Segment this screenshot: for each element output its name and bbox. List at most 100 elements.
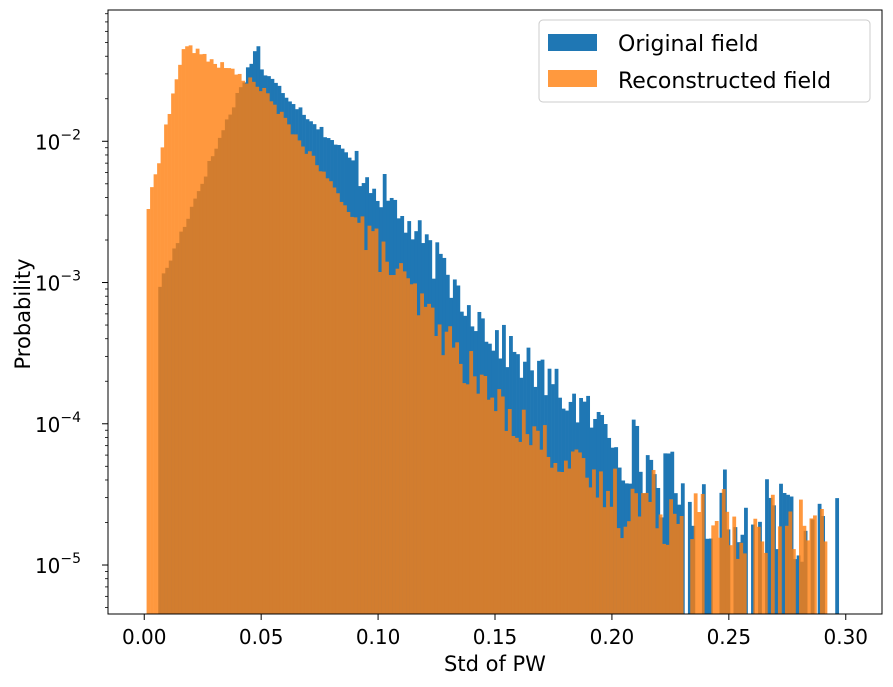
bar (241, 80, 246, 614)
bar (279, 111, 284, 614)
bar (756, 526, 761, 614)
bar (721, 489, 726, 614)
bar (663, 453, 668, 614)
bar (760, 541, 765, 614)
bar (399, 263, 403, 614)
legend-label-reconstructed-field: Reconstructed field (618, 69, 831, 94)
bar (697, 512, 702, 614)
bar (472, 376, 477, 614)
bar (367, 225, 372, 614)
bar (782, 492, 787, 614)
bar (714, 520, 719, 614)
bar (711, 525, 716, 614)
bar (479, 374, 484, 614)
bar (174, 79, 179, 615)
bar (223, 68, 228, 614)
bar (406, 278, 410, 614)
bar (269, 101, 274, 615)
bar (441, 355, 446, 614)
bar (634, 493, 638, 614)
bar (655, 528, 659, 614)
bar (518, 441, 523, 614)
bar (775, 549, 780, 614)
bar (476, 393, 481, 614)
bar (753, 518, 758, 614)
bar (662, 543, 666, 614)
bar (248, 77, 253, 615)
bar (665, 544, 670, 614)
bar (581, 458, 586, 614)
bar (195, 48, 200, 615)
bar (806, 540, 810, 614)
bar (809, 518, 814, 614)
bar (725, 511, 730, 614)
legend-swatch-original-field (548, 34, 597, 51)
bar (613, 468, 617, 614)
bar (150, 187, 154, 614)
bar (627, 521, 631, 614)
bar (788, 511, 793, 614)
bar (595, 497, 600, 614)
bar (304, 153, 309, 614)
bar (556, 471, 561, 614)
bar (392, 275, 396, 614)
bar (549, 467, 554, 614)
bar (563, 460, 568, 614)
bar (385, 261, 389, 614)
bar (742, 553, 747, 614)
x-tick-label: 0.00 (122, 625, 167, 649)
bar (630, 488, 635, 614)
bar (768, 497, 773, 614)
bar (497, 389, 502, 614)
bar (437, 324, 442, 614)
bar (739, 542, 744, 614)
bar (444, 331, 449, 614)
bar (192, 53, 196, 614)
bar (770, 494, 775, 614)
bar (307, 151, 312, 615)
bar (332, 187, 337, 614)
bar (353, 217, 358, 614)
bar (784, 525, 789, 614)
bar (507, 409, 512, 614)
bar (388, 275, 393, 614)
bar (234, 74, 239, 614)
bar (311, 155, 316, 614)
bar (679, 516, 684, 614)
bar (328, 181, 333, 614)
x-axis-label: Std of PW (444, 652, 546, 676)
bar (251, 81, 256, 615)
bar (185, 46, 189, 614)
bar (700, 493, 705, 614)
bar (188, 45, 193, 615)
bar (658, 514, 663, 614)
bar (539, 449, 544, 614)
bar (153, 174, 158, 615)
bar (553, 463, 558, 614)
bar (286, 124, 291, 614)
bar (199, 54, 204, 614)
bar (802, 525, 807, 614)
legend: Original field Reconstructed field (538, 19, 871, 103)
x-tick-label: 0.10 (356, 625, 401, 649)
bar (690, 539, 695, 614)
bar (213, 63, 218, 614)
bar (314, 165, 319, 614)
bar (462, 383, 467, 614)
bar (567, 468, 572, 614)
bar (606, 490, 610, 614)
bar (427, 303, 431, 614)
bar (290, 134, 295, 614)
x-tick-label: 0.05 (239, 625, 284, 649)
bar (350, 216, 354, 614)
bar (708, 538, 713, 614)
bar (420, 293, 424, 614)
bar (791, 549, 796, 614)
bar (493, 411, 498, 614)
bar (262, 87, 267, 615)
bar (227, 68, 232, 615)
bar (430, 307, 435, 614)
bar (206, 61, 211, 615)
bar (357, 222, 361, 614)
bar (402, 271, 407, 614)
